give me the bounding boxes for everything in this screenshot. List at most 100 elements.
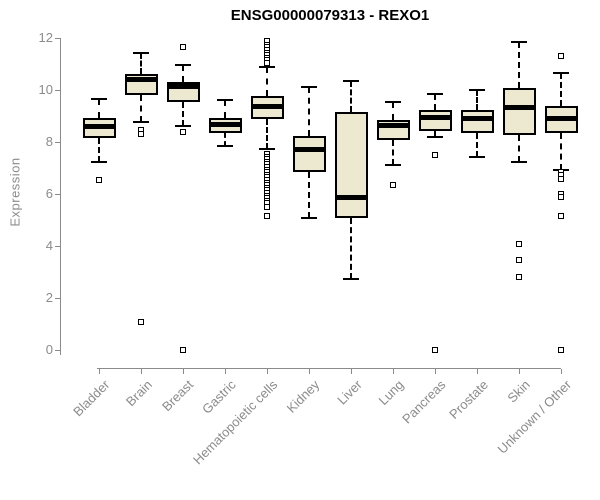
- upper-whisker: [182, 65, 184, 82]
- x-axis-tick: [434, 369, 436, 374]
- upper-whisker-cap: [91, 97, 107, 100]
- median-line: [376, 123, 410, 129]
- lower-whisker: [98, 137, 100, 162]
- x-category-label-text: Pancreas: [399, 377, 449, 427]
- y-tick-label: 0: [45, 342, 53, 358]
- x-axis-tick: [392, 369, 394, 374]
- x-category-label-text: Brain: [122, 377, 155, 410]
- lower-whisker-cap: [469, 155, 485, 158]
- median-line: [250, 103, 284, 109]
- outlier-point: [516, 273, 522, 280]
- outlier-point: [180, 128, 186, 135]
- y-tick-label: 2: [45, 290, 53, 306]
- y-tick-label: 10: [38, 82, 53, 98]
- y-tick-label: 8: [45, 134, 53, 150]
- upper-whisker-cap: [259, 65, 275, 68]
- upper-whisker: [224, 99, 226, 118]
- lower-whisker-cap: [385, 163, 401, 166]
- x-axis-tick: [182, 369, 184, 374]
- lower-whisker: [434, 131, 436, 138]
- iqr-box: [292, 136, 326, 172]
- x-category-label-text: Breast: [159, 377, 197, 415]
- y-axis-tick: [55, 297, 60, 299]
- median-line: [166, 84, 200, 90]
- y-axis-tick: [55, 141, 60, 143]
- outlier-point: [180, 43, 186, 50]
- outlier-point: [180, 347, 186, 354]
- x-category-label-text: Kidney: [283, 377, 323, 416]
- median-line: [82, 124, 116, 130]
- outlier-point: [558, 193, 564, 200]
- lower-whisker-cap: [217, 144, 233, 147]
- iqr-box: [334, 111, 368, 219]
- upper-whisker-cap: [217, 98, 233, 101]
- outlier-point: [264, 204, 270, 211]
- upper-whisker: [98, 98, 100, 118]
- outlier-point: [138, 131, 144, 138]
- upper-whisker-cap: [553, 71, 569, 74]
- lower-whisker: [182, 101, 184, 126]
- upper-whisker: [140, 53, 142, 75]
- lower-whisker-cap: [259, 148, 275, 151]
- upper-whisker-cap: [301, 85, 317, 88]
- median-line: [334, 194, 368, 200]
- outlier-point: [138, 319, 144, 326]
- x-category-label-text: Lung: [375, 377, 407, 409]
- outlier-point: [96, 177, 102, 183]
- upper-whisker: [560, 72, 562, 106]
- outlier-point: [558, 52, 564, 59]
- y-tick-label: 4: [45, 238, 53, 254]
- upper-whisker: [350, 80, 352, 112]
- upper-whisker: [518, 41, 520, 89]
- x-axis-tick: [266, 369, 268, 374]
- x-axis-line: [97, 368, 561, 369]
- lower-whisker-cap: [91, 160, 107, 163]
- y-tick-label: 6: [45, 186, 53, 202]
- outlier-point: [558, 213, 564, 220]
- outlier-point: [264, 212, 270, 219]
- outlier-point: [516, 256, 522, 263]
- iqr-box: [460, 110, 494, 134]
- lower-whisker: [518, 135, 520, 162]
- y-axis-tick: [55, 245, 60, 247]
- upper-whisker: [266, 66, 268, 96]
- x-axis-tick: [350, 369, 352, 374]
- outlier-point: [264, 60, 270, 66]
- y-axis-line: [60, 38, 61, 355]
- median-line: [124, 76, 158, 82]
- upper-whisker-cap: [385, 100, 401, 103]
- outlier-point: [558, 347, 564, 354]
- lower-whisker: [350, 218, 352, 279]
- x-axis-tick: [518, 369, 520, 374]
- x-category-label-text: Gastric: [198, 377, 239, 417]
- y-axis-tick: [55, 193, 60, 195]
- lower-whisker-cap: [133, 120, 149, 123]
- y-axis-tick: [55, 37, 60, 39]
- y-tick-label: 12: [38, 30, 53, 46]
- lower-whisker: [266, 119, 268, 150]
- lower-whisker: [224, 133, 226, 146]
- median-line: [460, 115, 494, 121]
- x-axis-tick: [476, 369, 478, 374]
- upper-whisker-cap: [133, 52, 149, 55]
- median-line: [292, 146, 326, 152]
- lower-whisker: [140, 95, 142, 122]
- x-category-label-text: Prostate: [445, 377, 491, 422]
- x-axis-tick: [140, 369, 142, 374]
- iqr-box: [418, 109, 452, 132]
- upper-whisker-cap: [343, 79, 359, 82]
- upper-whisker: [476, 90, 478, 111]
- lower-whisker-cap: [343, 277, 359, 280]
- median-line: [544, 115, 578, 121]
- median-line: [502, 105, 536, 111]
- lower-whisker: [392, 139, 394, 165]
- lower-whisker: [308, 171, 310, 219]
- median-line: [418, 114, 452, 120]
- median-line: [208, 122, 242, 128]
- upper-whisker-cap: [469, 89, 485, 92]
- lower-whisker-cap: [175, 124, 191, 127]
- x-category-label-text: Bladder: [70, 377, 113, 420]
- upper-whisker-cap: [427, 93, 443, 96]
- lower-whisker-cap: [301, 217, 317, 220]
- iqr-box: [502, 88, 536, 136]
